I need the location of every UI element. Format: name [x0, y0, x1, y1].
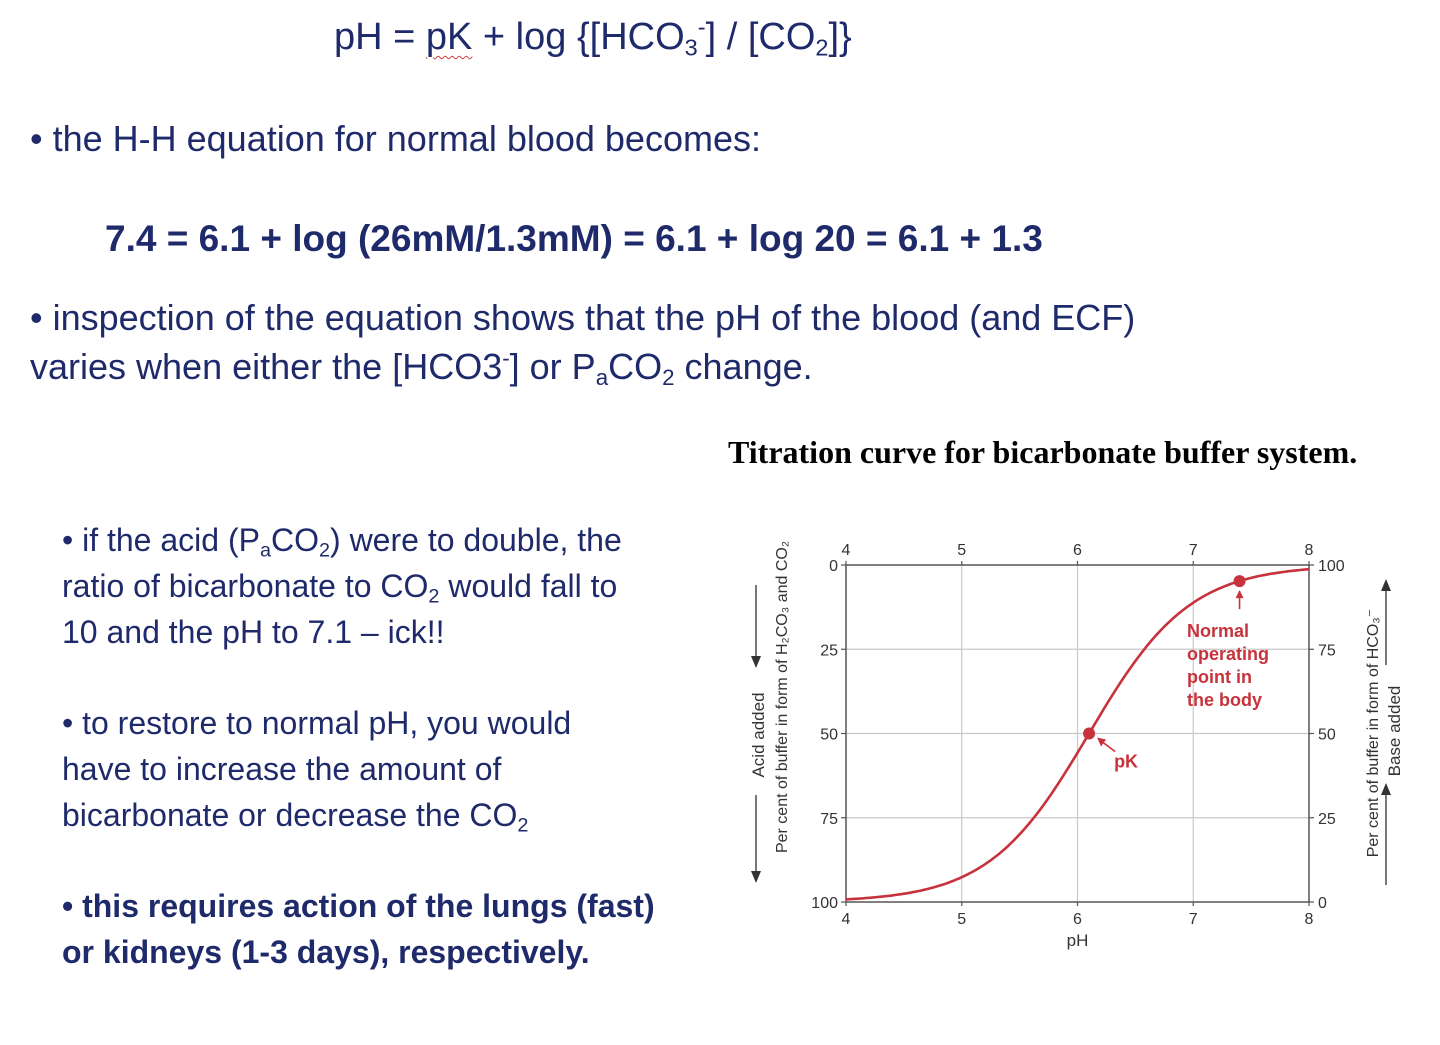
x-tick-label-top: 6: [1073, 542, 1082, 559]
bullet-lungs-kidneys: • this requires action of the lungs (fas…: [62, 883, 655, 975]
operating-point-label-line: the body: [1187, 690, 1262, 710]
x-tick-label-bottom: 4: [842, 911, 851, 928]
pk-pointer-arrowhead: [1097, 737, 1107, 747]
left-axis-label-acid: Acid added: [749, 692, 768, 777]
left-tick-label: 0: [829, 558, 838, 575]
bullet-acid-double-line2: ratio of bicarbonate to CO2 would fall t…: [62, 568, 618, 608]
bullet-acid-double-line1: • if the acid (PaCO2) were to double, th…: [62, 522, 622, 562]
bullet-restore-ph-line2: have to increase the amount of: [62, 751, 502, 787]
chart-grid: [846, 565, 1309, 902]
left-tick-label: 50: [820, 727, 838, 744]
right-tick-label: 25: [1318, 811, 1336, 828]
x-tick-label-top: 8: [1305, 542, 1314, 559]
right-tick-label: 0: [1318, 895, 1327, 912]
left-arrow-lower-head: [751, 871, 761, 883]
right-axis-label-base: Base added: [1385, 686, 1404, 777]
bullet-inspection-line1: • inspection of the equation shows that …: [30, 297, 1136, 338]
chart-points: pK Normal operating point in the body: [1083, 575, 1269, 772]
operating-point-label-line: Normal: [1187, 621, 1249, 641]
pk-point: [1083, 727, 1096, 740]
titration-curve: [845, 567, 1310, 901]
equation-normal-blood: 7.4 = 6.1 + log (26mM/1.3mM) = 6.1 + log…: [105, 218, 1043, 259]
bullet-restore-ph-line3: bicarbonate or decrease the CO2: [62, 797, 529, 837]
x-tick-label-top: 4: [842, 542, 851, 559]
right-axis-label-percent: Per cent of buffer in form of HCO₃⁻: [1365, 609, 1382, 858]
left-tick-label: 100: [811, 895, 838, 912]
normal-operating-point: [1233, 575, 1246, 588]
x-tick-label-top: 5: [957, 542, 966, 559]
x-tick-label-bottom: 8: [1305, 911, 1314, 928]
left-tick-label: 25: [820, 642, 838, 659]
axis-arrows: [751, 579, 1391, 885]
bullet-restore-ph-line1: • to restore to normal pH, you would: [62, 705, 572, 741]
x-axis-label: pH: [1067, 931, 1089, 950]
right-tick-label: 50: [1318, 727, 1336, 744]
right-arrow-upper-head: [1381, 579, 1391, 591]
x-tick-label-bottom: 6: [1073, 911, 1082, 928]
bullet-restore-ph: • to restore to normal pH, you would hav…: [62, 700, 571, 838]
figure-title: Titration curve for bicarbonate buffer s…: [728, 434, 1358, 470]
equation-henderson-hasselbalch: pH = pK + log {[HCO3-] / [CO2]}: [334, 13, 852, 61]
right-tick-label: 100: [1318, 558, 1345, 575]
bullet-inspection-line2: varies when either the [HCO3-] or PaCO2 …: [30, 345, 813, 391]
x-tick-label-top: 7: [1189, 542, 1198, 559]
left-tick-label: 75: [820, 811, 838, 828]
operating-point-label-line: operating: [1187, 644, 1269, 664]
pk-label: pK: [1114, 752, 1138, 772]
right-arrow-lower-head: [1381, 783, 1391, 795]
bullet-lungs-kidneys-line1: • this requires action of the lungs (fas…: [62, 888, 655, 924]
bullet-acid-double: • if the acid (PaCO2) were to double, th…: [62, 517, 622, 655]
bullet-lungs-kidneys-line2: or kidneys (1-3 days), respectively.: [62, 934, 590, 970]
axis-labels: pH Acid added Per cent of buffer in form…: [749, 541, 1404, 950]
x-tick-label-bottom: 5: [957, 911, 966, 928]
operating-point-label-line: point in: [1187, 667, 1252, 687]
pk-term: pK: [425, 16, 473, 58]
x-tick-label-bottom: 7: [1189, 911, 1198, 928]
bullet-hh-normal-blood: • the H-H equation for normal blood beco…: [30, 118, 761, 159]
operating-pointer-arrowhead: [1235, 590, 1244, 599]
bullet-acid-double-line3: 10 and the pH to 7.1 – ick!!: [62, 614, 445, 650]
right-tick-label: 75: [1318, 642, 1336, 659]
left-axis-label-percent: Per cent of buffer in form of H₂CO₃ and …: [774, 541, 791, 853]
left-arrow-upper-head: [751, 656, 761, 668]
